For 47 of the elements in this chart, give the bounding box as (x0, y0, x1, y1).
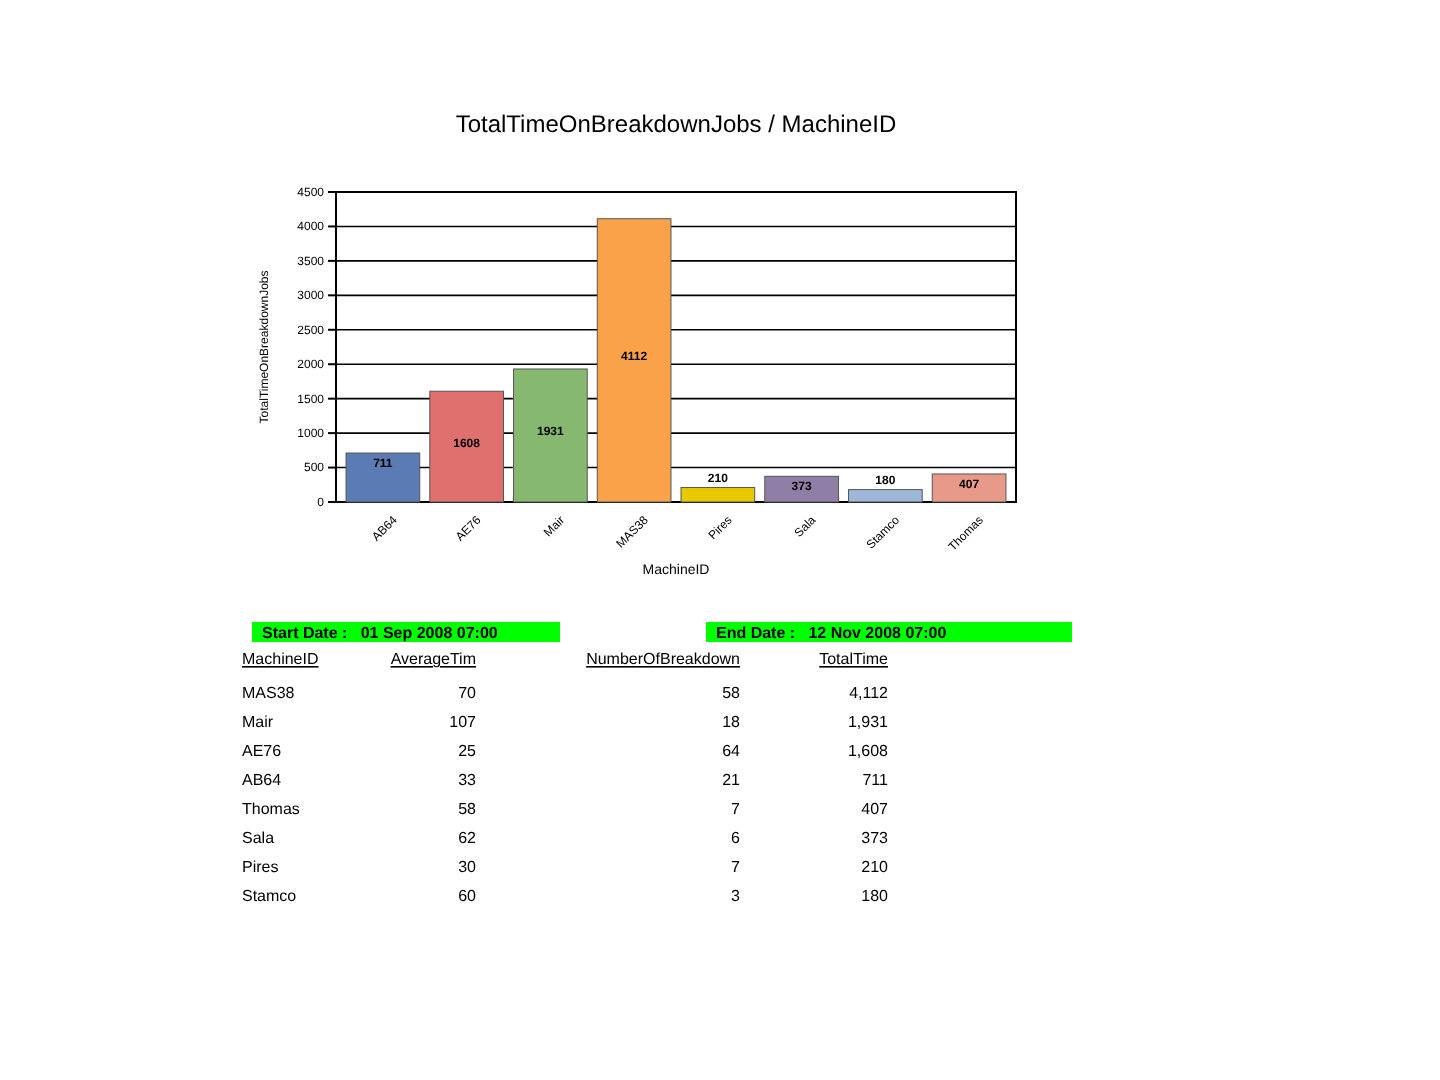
bar (345, 452, 421, 503)
chart-title: TotalTimeOnBreakdownJobs / MachineID (455, 110, 897, 138)
data-label: 210 (861, 858, 890, 876)
category-label: Mair (242, 713, 274, 731)
data-label: 7 (731, 800, 742, 818)
data-label: 6 (731, 829, 742, 847)
bar (513, 368, 588, 503)
data-label: 62 (458, 829, 478, 847)
category-label: Stamco (242, 887, 298, 905)
text: Start Date : 01 Sep 2008 07:00 (262, 624, 499, 642)
data-label: 373 (861, 829, 890, 847)
data-label: 3 (731, 887, 742, 905)
bar (429, 390, 504, 503)
data-label: 18 (722, 713, 742, 731)
text: NumberOfBreakdown (586, 650, 740, 668)
text: AverageTim (390, 650, 477, 668)
category-label: AB64 (242, 771, 283, 789)
bar (764, 475, 839, 503)
data-label: 58 (458, 800, 478, 818)
data-label: 7 (731, 858, 742, 876)
text: MachineID (242, 650, 319, 668)
category-label: Sala (242, 829, 276, 847)
data-label: 33 (458, 771, 478, 789)
data-label: 70 (458, 684, 478, 702)
data-label: 64 (722, 742, 742, 760)
data-label: 21 (722, 771, 742, 789)
data-label: 30 (458, 858, 478, 876)
category-label: MAS38 (242, 684, 296, 702)
text: End Date : 12 Nov 2008 07:00 (716, 624, 948, 642)
category-label: AE76 (242, 742, 283, 760)
category-label: Pires (242, 858, 279, 876)
data-label: 1,931 (847, 713, 890, 731)
data-label: 4,112 (849, 684, 890, 702)
bar (596, 218, 672, 503)
bar (680, 487, 756, 503)
data-label: 107 (449, 713, 478, 731)
bar (931, 473, 1007, 503)
data-label: 180 (861, 887, 890, 905)
text: TotalTime (819, 650, 890, 668)
category-label: Thomas (242, 800, 300, 818)
data-label: 407 (861, 800, 890, 818)
data-label: 60 (458, 887, 478, 905)
data-label: 25 (458, 742, 478, 760)
data-label: 711 (862, 771, 890, 789)
data-label: 58 (722, 684, 742, 702)
bar (848, 489, 923, 503)
data-label: 1,608 (847, 742, 890, 760)
